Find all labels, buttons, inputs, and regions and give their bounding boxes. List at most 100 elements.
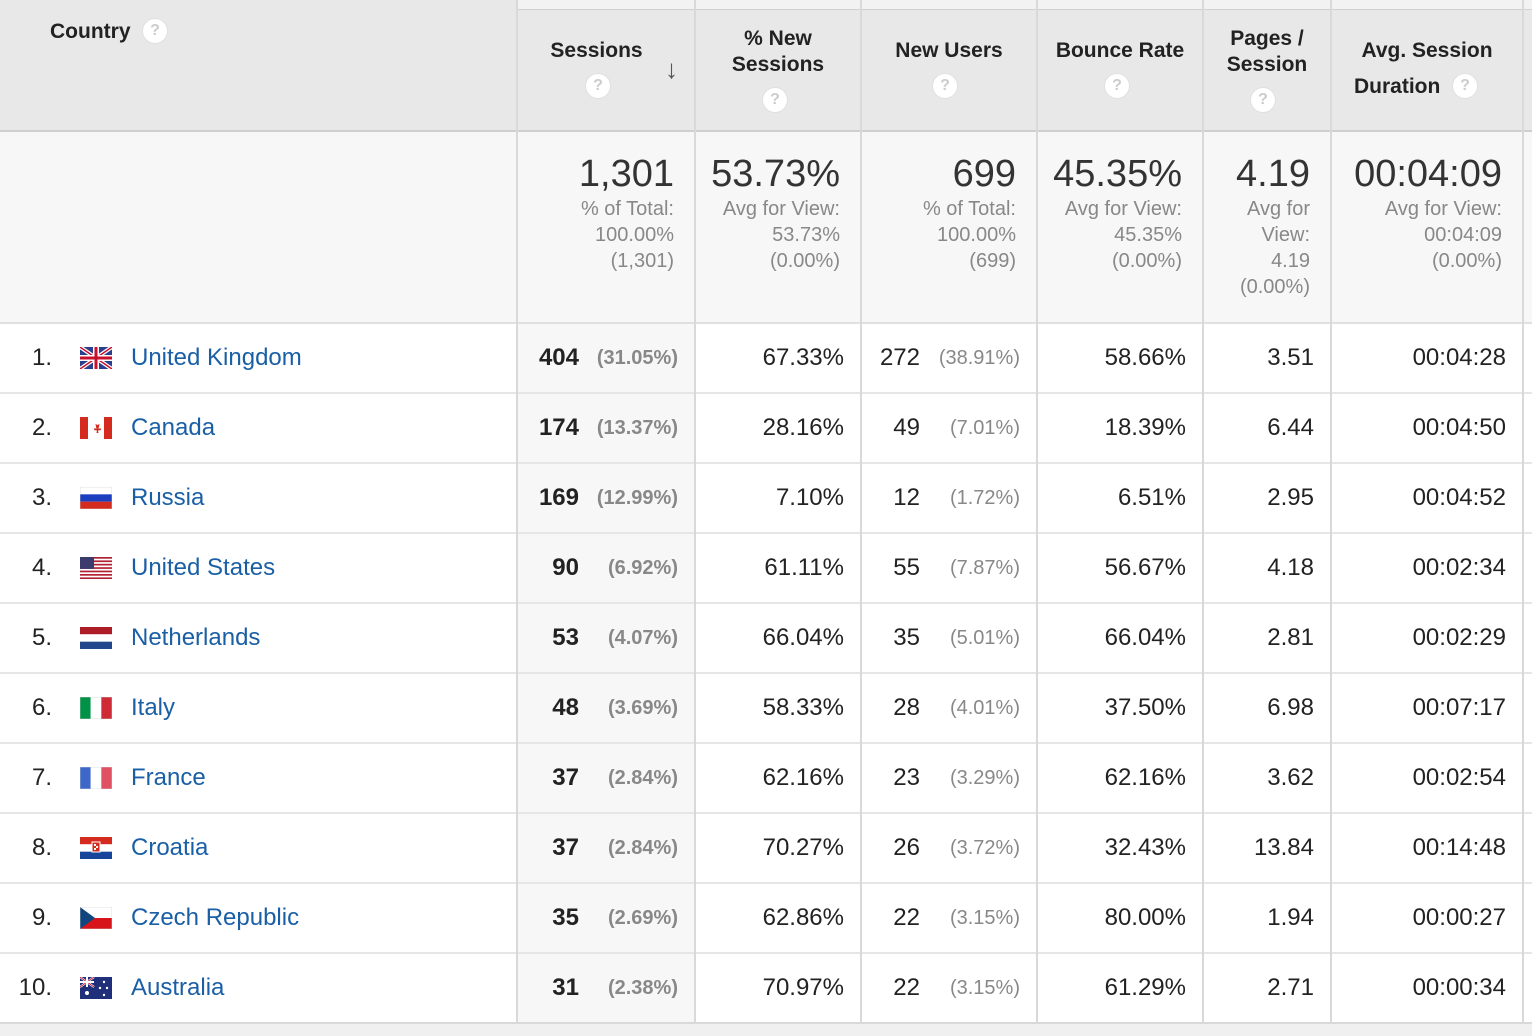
new-sessions-value: 61.11% xyxy=(764,554,844,581)
table-row-2: 2. Canada 174 (13.37%) 28.16% 49 (7.01%)… xyxy=(0,394,1532,464)
new-users-value: 22 xyxy=(893,904,920,931)
sessions-value: 90 xyxy=(552,554,579,581)
country-link[interactable]: Croatia xyxy=(131,834,209,861)
new-sessions-column-header[interactable]: % New Sessions ? xyxy=(696,0,860,130)
new-users-value: 23 xyxy=(893,764,920,791)
help-icon[interactable]: ? xyxy=(585,73,611,99)
table-row-7: 7. France 37 (2.84%) 62.16% 23 (3.29%) 6… xyxy=(0,744,1532,814)
table-row-3: 3. Russia 169 (12.99%) 7.10% 12 (1.72%) … xyxy=(0,464,1532,534)
row-rank: 6. xyxy=(31,694,52,721)
sessions-column-header[interactable]: Sessions ? ↓ xyxy=(517,0,694,130)
table-row-8: 8. Croatia 37 (2.84%) 70.27% 26 (3.72%) … xyxy=(0,814,1532,884)
new-users-value: 12 xyxy=(893,484,920,511)
new-users-percent: (7.87%) xyxy=(949,557,1020,579)
new-sessions-value: 28.16% xyxy=(762,414,844,441)
bounce-rate-value: 80.00% xyxy=(1104,904,1186,931)
bounce-rate-value: 58.66% xyxy=(1104,344,1186,371)
avg-session-duration-value: 00:02:54 xyxy=(1412,764,1506,791)
new-sessions-value: 70.97% xyxy=(762,974,844,1001)
new-sessions-header-line2: Sessions xyxy=(731,53,825,76)
new-users-percent: (1.72%) xyxy=(949,487,1020,509)
sessions-value: 48 xyxy=(552,694,579,721)
table-row-9: 9. Czech Republic 35 (2.69%) 62.86% 22 (… xyxy=(0,884,1532,954)
us-flag-icon xyxy=(80,557,112,579)
italy-flag-icon xyxy=(80,697,112,719)
country-link[interactable]: Australia xyxy=(131,974,225,1001)
avg-session-duration-value: 00:04:50 xyxy=(1412,414,1506,441)
bounce-rate-value: 61.29% xyxy=(1104,974,1186,1001)
bounce-rate-header-label: Bounce Rate xyxy=(1055,39,1185,62)
pages-per-session-value: 1.94 xyxy=(1267,904,1314,931)
country-link[interactable]: Italy xyxy=(131,694,176,721)
country-link[interactable]: Canada xyxy=(131,414,216,441)
new-users-percent: (3.15%) xyxy=(949,977,1020,999)
help-icon[interactable]: ? xyxy=(1104,73,1130,99)
summary-avg-session-duration: 00:04:09 Avg for View: 00:04:09 (0.00%) xyxy=(1354,153,1502,272)
sessions-value: 53 xyxy=(552,624,579,651)
country-link[interactable]: Netherlands xyxy=(131,624,261,651)
pages-per-session-value: 13.84 xyxy=(1253,834,1314,861)
new-users-column-header[interactable]: New Users ? xyxy=(862,0,1036,130)
avg-session-duration-value: 00:04:28 xyxy=(1412,344,1506,371)
uk-flag-icon xyxy=(80,347,112,369)
australia-flag-icon xyxy=(80,977,112,999)
new-users-value: 55 xyxy=(893,554,920,581)
help-icon[interactable]: ? xyxy=(1250,87,1276,113)
new-users-value: 26 xyxy=(893,834,920,861)
pages-per-session-value: 6.44 xyxy=(1267,414,1314,441)
summary-pages-per-session: 4.19 Avg for View: 4.19 (0.00%) xyxy=(1236,153,1310,298)
country-link[interactable]: France xyxy=(131,764,206,791)
table-row-1: 1. United Kingdom 404 (31.05%) 67.33% 27… xyxy=(0,324,1532,394)
help-icon[interactable]: ? xyxy=(142,18,168,44)
pages-per-session-column-header[interactable]: Pages / Session ? xyxy=(1204,0,1330,130)
new-users-value: 35 xyxy=(893,624,920,651)
row-rank: 8. xyxy=(31,834,52,861)
new-users-percent: (7.01%) xyxy=(949,417,1020,439)
sessions-value: 37 xyxy=(552,764,579,791)
summary-bounce-rate: 45.35% Avg for View: 45.35% (0.00%) xyxy=(1053,153,1182,272)
sessions-percent: (6.92%) xyxy=(607,557,678,579)
row-rank: 3. xyxy=(31,484,52,511)
france-flag-icon xyxy=(80,767,112,789)
sessions-percent: (3.69%) xyxy=(607,697,678,719)
pages-header-line1: Pages / xyxy=(1230,27,1304,50)
new-sessions-value: 58.33% xyxy=(762,694,844,721)
country-link[interactable]: Czech Republic xyxy=(131,904,300,931)
table-header: Country ? Sessions ? ↓ % New Sessions ? … xyxy=(0,0,1532,132)
bounce-rate-value: 18.39% xyxy=(1104,414,1186,441)
sessions-percent: (13.37%) xyxy=(596,417,678,439)
sort-descending-icon[interactable]: ↓ xyxy=(665,54,678,84)
avg-session-duration-column-header[interactable]: Avg. Session Duration ? xyxy=(1332,0,1522,130)
pages-per-session-value: 3.62 xyxy=(1267,764,1314,791)
sessions-percent: (31.05%) xyxy=(596,347,678,369)
new-users-percent: (3.72%) xyxy=(949,837,1020,859)
new-users-percent: (38.91%) xyxy=(938,347,1020,369)
row-rank: 7. xyxy=(31,764,52,791)
bounce-rate-column-header[interactable]: Bounce Rate ? xyxy=(1038,0,1202,130)
table-row-6: 6. Italy 48 (3.69%) 58.33% 28 (4.01%) 37… xyxy=(0,674,1532,744)
new-users-value: 272 xyxy=(879,344,920,371)
sessions-value: 174 xyxy=(538,414,579,441)
country-link[interactable]: United Kingdom xyxy=(131,344,302,371)
country-link[interactable]: Russia xyxy=(131,484,205,511)
summary-new-users: 699 % of Total: 100.00% (699) xyxy=(922,153,1016,272)
new-users-value: 28 xyxy=(893,694,920,721)
help-icon[interactable]: ? xyxy=(1452,73,1478,99)
canada-flag-icon xyxy=(80,417,112,439)
summary-new-sessions: 53.73% Avg for View: 53.73% (0.00%) xyxy=(711,153,840,272)
sessions-value: 31 xyxy=(552,974,579,1001)
table-row-4: 4. United States 90 (6.92%) 61.11% 55 (7… xyxy=(0,534,1532,604)
row-rank: 10. xyxy=(18,974,52,1001)
bounce-rate-value: 32.43% xyxy=(1104,834,1186,861)
duration-header-line1: Avg. Session xyxy=(1361,39,1493,62)
sessions-value: 169 xyxy=(538,484,579,511)
country-link[interactable]: United States xyxy=(131,554,276,581)
avg-session-duration-value: 00:02:34 xyxy=(1412,554,1506,581)
country-column-header[interactable]: Country ? xyxy=(0,0,516,130)
help-icon[interactable]: ? xyxy=(932,73,958,99)
new-users-value: 22 xyxy=(893,974,920,1001)
sessions-percent: (4.07%) xyxy=(607,627,678,649)
help-icon[interactable]: ? xyxy=(762,87,788,113)
new-sessions-header-line1: % New xyxy=(744,27,812,50)
